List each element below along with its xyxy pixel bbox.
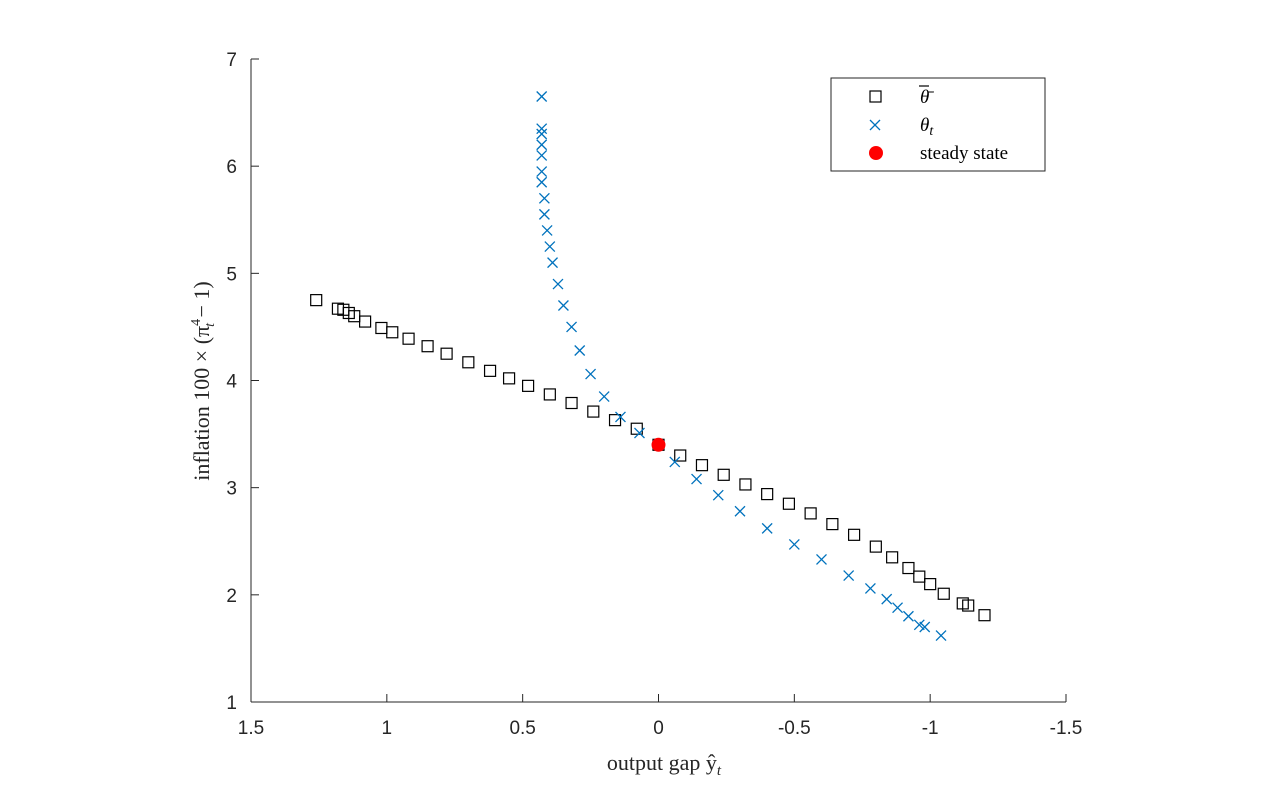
x-tick-label: -1: [922, 718, 939, 739]
data-point-x: [585, 368, 597, 380]
y-tick-label: 4: [226, 372, 237, 393]
x-tick-label: -0.5: [778, 718, 811, 739]
data-point-square: [543, 388, 556, 401]
data-point-square: [847, 528, 861, 541]
data-point-x: [557, 300, 569, 311]
data-point-square: [630, 422, 643, 435]
data-point-square: [913, 570, 926, 583]
y-axis-label: inflation 100 × (π4t − 1): [189, 281, 218, 481]
data-point-square: [695, 459, 709, 472]
data-point-square: [886, 551, 899, 564]
data-point-x: [691, 473, 702, 485]
legend-item-steady-state: steady state: [869, 143, 1008, 164]
x-tick-label: 1: [382, 718, 393, 739]
data-point-x: [902, 610, 914, 622]
data-point-square: [310, 294, 323, 307]
x-tick-label: 1.5: [238, 718, 264, 739]
data-point-square: [386, 326, 399, 339]
data-point-x: [536, 166, 548, 177]
data-point-x: [547, 257, 559, 269]
data-point-square: [761, 487, 774, 501]
data-point-square: [804, 507, 817, 520]
legend-item-theta-t: θt: [869, 115, 934, 139]
x-tick-label: 0: [653, 718, 664, 739]
y-tick-label: 3: [226, 479, 237, 500]
data-point-x: [734, 505, 746, 517]
data-point-square: [483, 364, 497, 377]
data-point-square: [359, 315, 372, 328]
y-tick-label: 6: [226, 157, 237, 178]
y-tick-label: 2: [226, 586, 237, 607]
data-point-x: [669, 456, 681, 468]
data-point-square: [826, 518, 839, 531]
data-point-square: [462, 356, 475, 369]
legend-label-theta-t: θt: [920, 115, 934, 139]
series-theta-t: [536, 91, 947, 642]
x-tick-label: -1.5: [1050, 718, 1083, 739]
data-point-x: [919, 621, 931, 633]
legend-square-marker: [869, 90, 882, 103]
data-point-x: [843, 570, 855, 582]
data-point-x: [536, 176, 548, 188]
data-point-square: [739, 478, 752, 491]
data-point-x: [935, 630, 947, 642]
data-point-square: [674, 449, 687, 462]
x-axis-label: output gap ŷt: [607, 750, 722, 779]
data-point-x: [864, 582, 876, 594]
series-theta-bar: [310, 294, 991, 622]
data-point-square: [375, 321, 388, 335]
data-point-x: [566, 321, 578, 333]
data-point-square: [587, 405, 600, 418]
data-point-square: [782, 497, 796, 510]
data-point-x: [552, 278, 564, 290]
data-point-square: [937, 587, 950, 600]
legend-box: [830, 77, 1046, 172]
data-point-x: [634, 427, 645, 439]
series-steady-state: [651, 437, 666, 452]
data-point-square: [962, 599, 975, 612]
data-point-square: [869, 540, 882, 553]
data-point-x: [536, 128, 548, 140]
data-point-square: [978, 609, 991, 622]
data-point-square: [902, 561, 915, 575]
x-tick-label: 0.5: [509, 718, 535, 739]
data-point-square: [924, 578, 937, 591]
legend-label-steady-state: steady state: [920, 143, 1008, 164]
data-point-x: [598, 391, 610, 403]
data-point-x: [536, 91, 548, 102]
data-point-square: [608, 414, 622, 427]
data-point-square: [521, 379, 535, 392]
data-point-square: [717, 468, 730, 481]
data-point-x: [541, 225, 553, 236]
data-point-square: [402, 332, 415, 345]
data-point-x: [892, 602, 904, 614]
data-point-x: [881, 593, 893, 605]
data-point-x: [615, 411, 626, 423]
legend-x-marker: [869, 119, 881, 131]
legend: θ̄ θt steady state: [830, 77, 1046, 172]
data-point-x: [536, 123, 548, 135]
data-point-x: [761, 522, 773, 534]
data-point-x: [538, 208, 550, 220]
data-point-square: [421, 340, 434, 353]
data-point-square: [502, 372, 516, 385]
data-point-x: [816, 554, 827, 565]
data-point-x: [536, 149, 548, 161]
y-tick-label: 1: [226, 693, 237, 714]
legend-dot-marker: [869, 146, 883, 160]
data-point-square: [565, 396, 578, 410]
data-point-x: [788, 539, 800, 550]
y-tick-label: 7: [226, 50, 237, 71]
data-point-square: [440, 347, 453, 360]
data-point-x: [538, 192, 550, 204]
y-tick-label: 5: [226, 264, 237, 285]
data-point-x: [544, 241, 556, 253]
data-point-x: [712, 489, 724, 501]
data-point-steady-state: [651, 437, 666, 452]
data-point-x: [536, 139, 548, 151]
data-point-x: [574, 345, 586, 356]
